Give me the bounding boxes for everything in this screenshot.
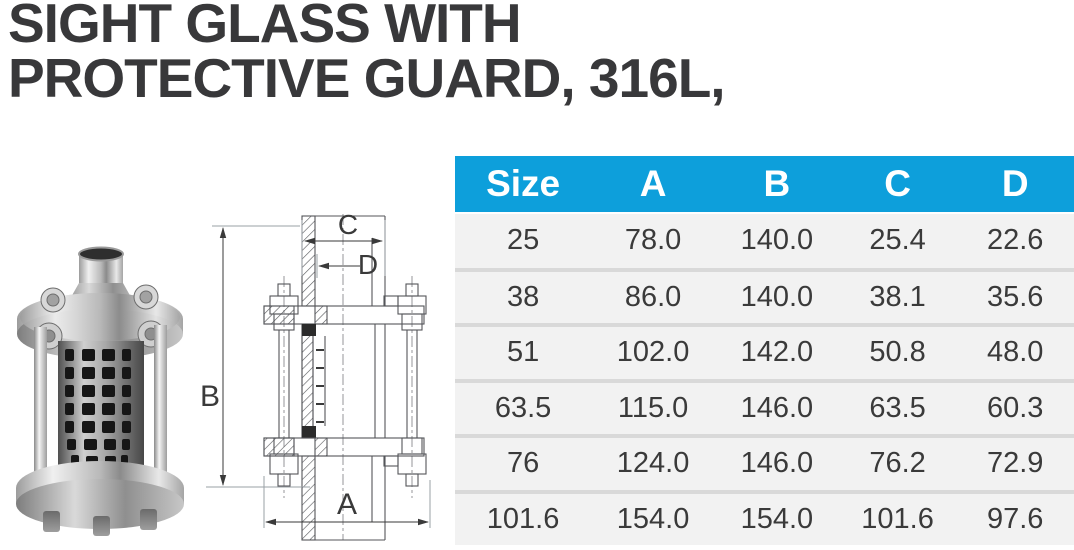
cell-b: 146.0 xyxy=(714,434,839,490)
page-title: SIGHT GLASS WITH PROTECTIVE GUARD, 316L, xyxy=(8,0,726,109)
cell-a: 102.0 xyxy=(591,323,715,379)
col-header-b: B xyxy=(714,156,839,212)
cell-d: 35.6 xyxy=(956,267,1074,323)
cell-c: 38.1 xyxy=(838,267,957,323)
drawing-bolt-left xyxy=(269,283,299,487)
col-header-d: D xyxy=(956,156,1074,212)
drawing-bolt-right xyxy=(397,283,427,487)
photo-guard-rod-right xyxy=(154,325,167,477)
cell-size: 51 xyxy=(455,323,592,379)
dim-label-b: B xyxy=(200,380,220,413)
cell-b: 142.0 xyxy=(714,323,839,379)
cell-a: 154.0 xyxy=(591,489,715,545)
cell-c: 50.8 xyxy=(838,323,957,379)
cell-b: 146.0 xyxy=(714,378,839,434)
col-header-size: Size xyxy=(455,156,592,212)
cell-a: 115.0 xyxy=(591,378,715,434)
photo-guard-cage xyxy=(58,341,144,489)
photo-feet xyxy=(43,509,157,536)
cell-a: 78.0 xyxy=(591,212,715,268)
sight-glass-photo-image xyxy=(16,246,184,536)
cell-a: 124.0 xyxy=(591,434,715,490)
technical-drawing: C D B A xyxy=(198,209,450,545)
dim-label-c: C xyxy=(338,210,358,240)
cell-c: 101.6 xyxy=(838,489,957,545)
col-header-c: C xyxy=(838,156,957,212)
photo-guard-rod-left xyxy=(34,327,47,479)
dimensions-table: Size A B C D 25 78.0 140.0 25.4 22.6 38 … xyxy=(455,156,1074,545)
cell-b: 140.0 xyxy=(714,267,839,323)
cell-d: 48.0 xyxy=(956,323,1074,379)
col-header-a: A xyxy=(591,156,715,212)
cell-size: 25 xyxy=(455,212,592,268)
cell-d: 60.3 xyxy=(956,378,1074,434)
cell-b: 154.0 xyxy=(714,489,839,545)
cell-size: 76 xyxy=(455,434,592,490)
product-photo xyxy=(5,243,190,539)
page-title-line1: SIGHT GLASS WITH xyxy=(8,0,522,54)
cell-d: 97.6 xyxy=(956,489,1074,545)
page-title-line2: PROTECTIVE GUARD, 316L, xyxy=(8,47,726,109)
cell-a: 86.0 xyxy=(591,267,715,323)
cell-b: 140.0 xyxy=(714,212,839,268)
cell-c: 25.4 xyxy=(838,212,957,268)
dim-label-d: D xyxy=(358,249,378,280)
cell-size: 38 xyxy=(455,267,592,323)
section-drawing-image: C D B A xyxy=(200,209,431,541)
cell-size: 63.5 xyxy=(455,378,592,434)
cell-size: 101.6 xyxy=(455,489,592,545)
cell-c: 76.2 xyxy=(838,434,957,490)
dim-label-a: A xyxy=(337,488,357,521)
cell-c: 63.5 xyxy=(838,378,957,434)
cell-d: 72.9 xyxy=(956,434,1074,490)
cell-d: 22.6 xyxy=(956,212,1074,268)
